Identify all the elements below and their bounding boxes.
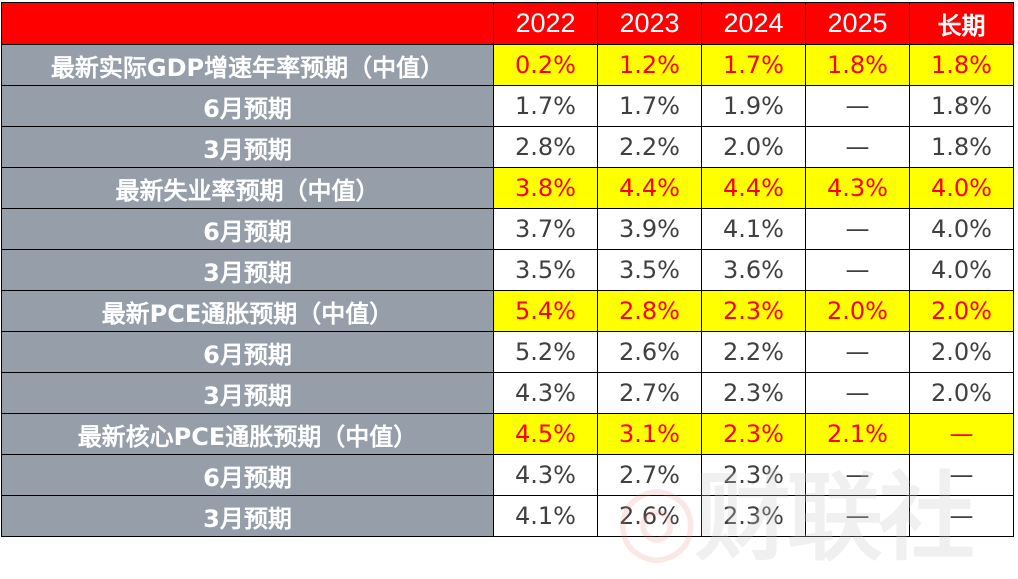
value-cell: 2.0%: [701, 126, 806, 168]
value-cell: 1.8%: [909, 85, 1014, 127]
row-label: 6月预期: [1, 454, 494, 496]
value-cell: 4.3%: [493, 372, 598, 414]
table-row: 6月预期 4.3% 2.7% 2.3% — —: [1, 454, 1014, 496]
row-label: 最新核心PCE通胀预期（中值）: [1, 413, 494, 455]
value-cell: 3.5%: [493, 249, 598, 291]
value-cell: 1.7%: [493, 85, 598, 127]
value-cell: 4.3%: [493, 454, 598, 496]
value-cell: 1.7%: [597, 85, 702, 127]
table-row: 3月预期 2.8% 2.2% 2.0% —1.8%: [1, 126, 1014, 168]
value-cell: 3.9%: [597, 208, 702, 250]
value-cell: 4.1%: [701, 208, 806, 250]
header-2023: 2023: [597, 2, 702, 45]
header-2022: 2022: [493, 2, 598, 45]
value-cell: —: [805, 495, 910, 537]
row-label: 3月预期: [1, 249, 494, 291]
value-cell: —: [805, 85, 910, 127]
value-cell: —: [909, 413, 1014, 455]
value-cell: 3.6%: [701, 249, 806, 291]
value-cell: 4.3%: [805, 167, 910, 209]
value-cell: 4.5%: [493, 413, 598, 455]
row-label: 3月预期: [1, 372, 494, 414]
row-label: 最新PCE通胀预期（中值）: [1, 290, 494, 332]
value-cell: —: [909, 454, 1014, 496]
value-cell: 2.3%: [701, 495, 806, 537]
value-cell: —: [805, 372, 910, 414]
value-cell: 2.0%: [909, 372, 1014, 414]
row-label: 最新实际GDP增速年率预期（中值）: [1, 44, 494, 86]
value-cell: 2.6%: [597, 331, 702, 373]
value-cell: 2.8%: [493, 126, 598, 168]
value-cell: 0.2%: [493, 44, 598, 86]
table-row: 最新失业率预期（中值） 3.8% 4.4% 4.4% 4.3% 4.0%: [1, 167, 1014, 209]
header-long-term: 长期: [909, 2, 1014, 45]
value-cell: 1.7%: [701, 44, 806, 86]
table-row: 6月预期 5.2% 2.6% 2.2% —2.0%: [1, 331, 1014, 373]
value-cell: 2.2%: [597, 126, 702, 168]
row-label: 最新失业率预期（中值）: [1, 167, 494, 209]
row-label: 6月预期: [1, 208, 494, 250]
value-cell: 4.0%: [909, 167, 1014, 209]
value-cell: 4.4%: [597, 167, 702, 209]
value-cell: 2.0%: [909, 331, 1014, 373]
value-cell: 4.1%: [493, 495, 598, 537]
value-cell: 2.6%: [597, 495, 702, 537]
value-cell: 2.3%: [701, 290, 806, 332]
value-cell: 4.0%: [909, 208, 1014, 250]
value-cell: 3.5%: [597, 249, 702, 291]
value-cell: 3.8%: [493, 167, 598, 209]
value-cell: 2.3%: [701, 454, 806, 496]
value-cell: 2.3%: [701, 372, 806, 414]
table-row: 3月预期 4.3% 2.7% 2.3% —2.0%: [1, 372, 1014, 414]
value-cell: —: [909, 495, 1014, 537]
table-row: 最新实际GDP增速年率预期（中值） 0.2% 1.2% 1.7% 1.8% 1.8%: [1, 44, 1014, 86]
table-row: 3月预期 4.1% 2.6% 2.3% — —: [1, 495, 1014, 537]
row-label: 3月预期: [1, 126, 494, 168]
value-cell: —: [805, 454, 910, 496]
value-cell: 3.1%: [597, 413, 702, 455]
value-cell: 2.2%: [701, 331, 806, 373]
value-cell: 1.8%: [909, 126, 1014, 168]
value-cell: 1.9%: [701, 85, 806, 127]
header-2024: 2024: [701, 2, 806, 45]
forecast-table: 2022 2023 2024 2025 长期 最新实际GDP增速年率预期（中值）…: [1, 2, 1014, 537]
value-cell: 1.8%: [909, 44, 1014, 86]
value-cell: —: [805, 249, 910, 291]
value-cell: —: [805, 126, 910, 168]
value-cell: 2.0%: [909, 290, 1014, 332]
value-cell: 1.2%: [597, 44, 702, 86]
value-cell: —: [805, 331, 910, 373]
table-row: 最新PCE通胀预期（中值） 5.4% 2.8% 2.3% 2.0% 2.0%: [1, 290, 1014, 332]
table-row: 最新核心PCE通胀预期（中值） 4.5% 3.1% 2.3% 2.1% —: [1, 413, 1014, 455]
header-row: 2022 2023 2024 2025 长期: [1, 2, 1014, 45]
value-cell: 2.7%: [597, 454, 702, 496]
value-cell: 1.8%: [805, 44, 910, 86]
value-cell: 4.0%: [909, 249, 1014, 291]
value-cell: 2.8%: [597, 290, 702, 332]
row-label: 6月预期: [1, 85, 494, 127]
row-label: 3月预期: [1, 495, 494, 537]
value-cell: 2.7%: [597, 372, 702, 414]
row-label: 6月预期: [1, 331, 494, 373]
value-cell: 2.3%: [701, 413, 806, 455]
value-cell: 2.1%: [805, 413, 910, 455]
table-row: 6月预期 3.7% 3.9% 4.1% —4.0%: [1, 208, 1014, 250]
value-cell: 3.7%: [493, 208, 598, 250]
value-cell: 5.4%: [493, 290, 598, 332]
value-cell: —: [805, 208, 910, 250]
value-cell: 5.2%: [493, 331, 598, 373]
value-cell: 4.4%: [701, 167, 806, 209]
table-row: 3月预期 3.5% 3.5% 3.6% —4.0%: [1, 249, 1014, 291]
header-2025: 2025: [805, 2, 910, 45]
table-row: 6月预期 1.7% 1.7% 1.9% —1.8%: [1, 85, 1014, 127]
header-corner: [1, 2, 494, 45]
value-cell: 2.0%: [805, 290, 910, 332]
